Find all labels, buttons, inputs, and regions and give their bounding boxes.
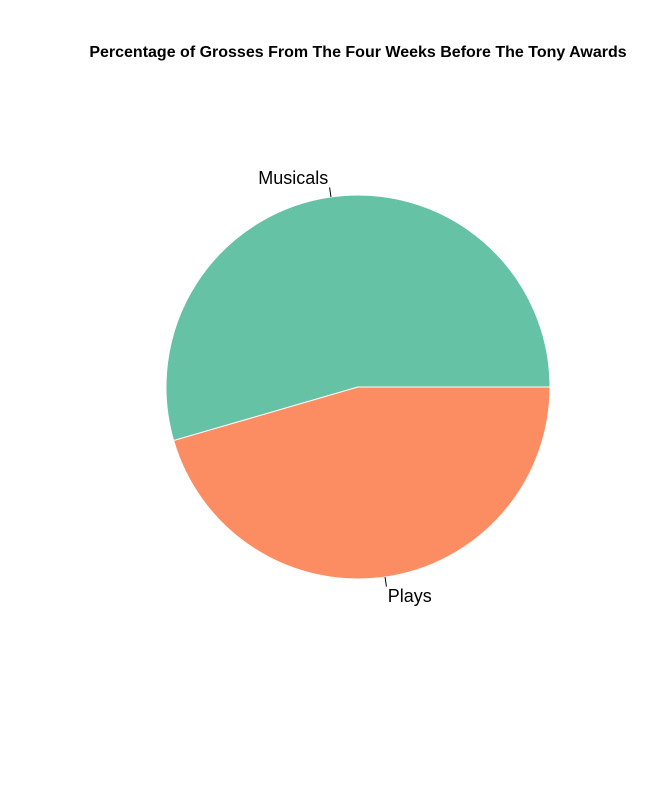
leader-line-musicals	[329, 187, 332, 197]
slice-label-plays: Plays	[388, 586, 432, 606]
leader-line-plays	[384, 577, 387, 587]
pie-labels: Musicals Plays	[258, 168, 432, 606]
chart-title: Percentage of Grosses From The Four Week…	[89, 44, 626, 61]
pie-slices	[165, 194, 551, 580]
pie-slice-musicals	[165, 194, 551, 442]
slice-label-musicals: Musicals	[258, 168, 328, 188]
